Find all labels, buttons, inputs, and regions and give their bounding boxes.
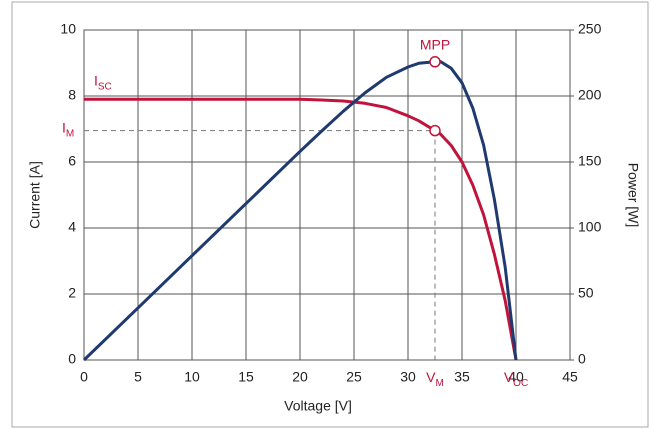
y-tick-label: 4 [68, 219, 76, 235]
x-tick-label: 10 [184, 369, 200, 385]
y2-tick-label: 150 [578, 153, 602, 169]
x-tick-label: 20 [292, 369, 308, 385]
x-tick-label: 40 [508, 369, 524, 385]
x-tick-label: 15 [238, 369, 254, 385]
x-tick-label: 35 [454, 369, 470, 385]
x-tick-label: 5 [134, 369, 142, 385]
x-tick-label: 30 [400, 369, 416, 385]
vm-main: V [426, 369, 436, 385]
chart-frame [11, 1, 649, 428]
x-tick-label: 0 [80, 369, 88, 385]
mpp-current-marker [429, 124, 441, 137]
voc-label: VOC [504, 369, 528, 389]
x-tick-label: 25 [346, 369, 362, 385]
series-line [82, 60, 518, 362]
voc-main: V [504, 369, 514, 385]
y2-tick-label: 100 [578, 219, 602, 235]
y-tick-label: 0 [68, 351, 76, 367]
isc-label: ISC [94, 72, 112, 92]
y2-tick-label: 200 [578, 87, 602, 103]
y-tick-label: 2 [68, 285, 76, 301]
isc-sub: SC [98, 81, 112, 92]
y2-tick-label: 250 [578, 21, 602, 37]
y-axis-label: Current [A] [27, 161, 43, 229]
im-main: I [62, 119, 66, 135]
y2-tick-label: 50 [578, 285, 594, 301]
voc-sub: OC [513, 378, 528, 389]
vm-label: VM [426, 369, 444, 389]
x-tick-label: 45 [562, 369, 578, 385]
mpp-power-marker [429, 56, 441, 68]
y2-tick-label: 0 [578, 351, 586, 367]
x-axis-label: Voltage [V] [284, 398, 352, 414]
im-sub: M [66, 128, 74, 139]
y2-axis-label: Power [W] [625, 163, 641, 228]
mpp-label: MPP [420, 37, 450, 53]
y-tick-label: 8 [68, 87, 76, 103]
isc-main: I [94, 72, 98, 88]
y-tick-label: 10 [60, 21, 76, 37]
im-label: IM [62, 119, 74, 139]
series-line [84, 97, 518, 361]
y-tick-label: 6 [68, 153, 76, 169]
vm-sub: M [436, 378, 444, 389]
